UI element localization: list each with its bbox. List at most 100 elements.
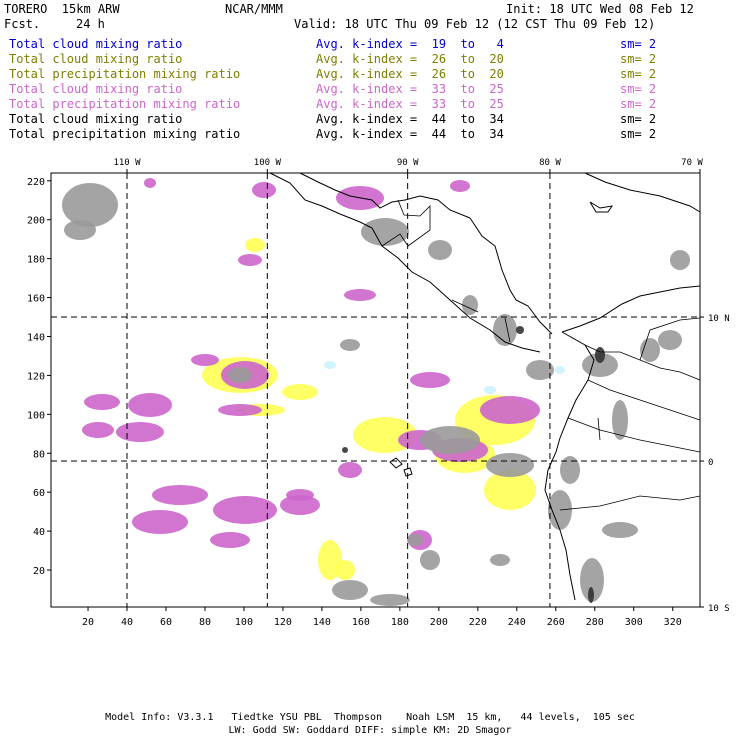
mixing-ratio-blob [480, 396, 540, 424]
x-tick-label: 100 [235, 617, 253, 628]
x-tick-label: 220 [469, 617, 487, 628]
y-tick-label: 80 [33, 449, 45, 460]
x-tick-label: 280 [586, 617, 604, 628]
model-title: TORERO 15km ARW [4, 2, 120, 16]
fcst-value: 24 h [76, 17, 105, 31]
legend-kindex: Avg. k-index = 26 to 20 [316, 67, 504, 81]
mixing-ratio-blob [462, 295, 478, 315]
mixing-ratio-blob [493, 314, 517, 346]
fcst-label: Fcst. [4, 17, 41, 31]
colombia-coast [561, 285, 701, 333]
x-axis-ticks: 20 40 60 80 100 120 140 160 180 200 220 240 260 280 30… [82, 607, 682, 628]
y-tick-label: 140 [27, 332, 45, 343]
mixing-ratio-blob [152, 485, 208, 505]
longitude-labels: 110 W 100 W 90 W 80 W 70 W [113, 158, 703, 173]
legend-field: Total cloud mixing ratio [9, 52, 183, 66]
legend-sm: sm= 2 [620, 97, 657, 111]
y-tick-label: 20 [33, 566, 45, 577]
mixing-ratio-blob [338, 462, 362, 478]
pacific-coast-south [544, 331, 595, 601]
legend-field: Total precipitation mixing ratio [9, 97, 241, 111]
mixing-ratio-blob [588, 587, 594, 603]
x-tick-label: 240 [508, 617, 526, 628]
y-tick-label: 200 [27, 216, 45, 227]
lon-label: 100 W [254, 158, 282, 168]
mixing-ratio-blob [335, 560, 355, 580]
mixing-ratio-blob [245, 238, 265, 252]
legend-field: Total cloud mixing ratio [9, 37, 183, 51]
x-tick-label: 20 [82, 617, 94, 628]
legend-kindex: Avg. k-index = 33 to 25 [316, 97, 504, 111]
legend-kindex: Avg. k-index = 26 to 20 [316, 52, 504, 66]
lon-label: 70 W [681, 158, 703, 168]
y-axis-ticks: 20 40 60 80 100 120 140 160 180 200 220 [27, 177, 51, 577]
coastlines [269, 172, 701, 601]
legend-sm: sm= 2 [620, 52, 657, 66]
legend-sm: sm= 2 [620, 112, 657, 126]
mixing-ratio-blob [595, 347, 605, 363]
mixing-ratio-blob [228, 367, 252, 383]
legend-field: Total precipitation mixing ratio [9, 127, 241, 141]
x-tick-label: 180 [391, 617, 409, 628]
mixing-ratio-blob [116, 422, 164, 442]
hispaniola-coast [589, 201, 614, 213]
mixing-ratio-blob [82, 422, 114, 438]
legend-sm: sm= 2 [620, 37, 657, 51]
legend-field: Total precipitation mixing ratio [9, 67, 241, 81]
mixing-ratio-blob [410, 372, 450, 388]
mixing-ratio-blob [484, 386, 496, 394]
mixing-ratio-blob [340, 339, 360, 351]
mixing-ratio-blob [286, 489, 314, 501]
y-tick-label: 220 [27, 177, 45, 188]
model-info-line1: Model Info: V3.3.1 Tiedtke YSU PBL Thomp… [105, 712, 635, 723]
y-tick-label: 160 [27, 294, 45, 305]
mixing-ratio-blob [420, 426, 480, 454]
x-tick-label: 120 [274, 617, 292, 628]
plot-border [50, 172, 701, 608]
y-tick-label: 120 [27, 371, 45, 382]
legend-sm: sm= 2 [620, 82, 657, 96]
lat-label: 0 [708, 458, 713, 468]
mexico-gulf-coast [299, 172, 471, 219]
legend-sm: sm= 2 [620, 67, 657, 81]
mixing-ratio-blob [420, 550, 440, 570]
mixing-ratio-blob [64, 220, 96, 240]
valid-time: Valid: 18 UTC Thu 09 Feb 12 (12 CST Thu … [294, 17, 656, 31]
mixing-ratio-blob [370, 594, 410, 606]
legend-kindex: Avg. k-index = 19 to 4 [316, 37, 504, 51]
mixing-ratio-fields [62, 178, 690, 606]
mixing-ratio-blob [612, 400, 628, 440]
legend-kindex: Avg. k-index = 44 to 34 [316, 127, 504, 141]
plot-frame [50, 172, 701, 608]
mixing-ratio-blob [84, 394, 120, 410]
mixing-ratio-blob [450, 180, 470, 192]
mixing-ratio-blob [361, 218, 409, 246]
mixing-ratio-blob [213, 496, 277, 524]
init-time: Init: 18 UTC Wed 08 Feb 12 [506, 2, 694, 16]
central-america-coast [269, 172, 541, 353]
mixing-ratio-blob [282, 384, 318, 400]
mixing-ratio-blob [62, 183, 118, 227]
lat-label: 10 S [708, 604, 730, 614]
model-info-line2: LW: Godd SW: Goddard DIFF: simple KM: 2D… [228, 725, 512, 736]
y-tick-label: 180 [27, 255, 45, 266]
x-tick-label: 60 [160, 617, 172, 628]
x-tick-label: 140 [313, 617, 331, 628]
legend-field: Total cloud mixing ratio [9, 82, 183, 96]
mixing-ratio-blob [280, 495, 320, 515]
y-tick-label: 40 [33, 527, 45, 538]
x-tick-label: 260 [547, 617, 565, 628]
mixing-ratio-blob [602, 522, 638, 538]
x-tick-label: 320 [664, 617, 682, 628]
legend-field: Total cloud mixing ratio [9, 112, 183, 126]
x-tick-label: 40 [121, 617, 133, 628]
lat-label: 10 N [708, 314, 730, 324]
lon-label: 90 W [397, 158, 419, 168]
legend-sm: sm= 2 [620, 127, 657, 141]
mixing-ratio-blob [218, 404, 262, 416]
y-tick-label: 60 [33, 488, 45, 499]
country-borders [381, 199, 701, 511]
x-tick-label: 200 [430, 617, 448, 628]
mixing-ratio-blob [560, 456, 580, 484]
legend-kindex: Avg. k-index = 44 to 34 [316, 112, 504, 126]
